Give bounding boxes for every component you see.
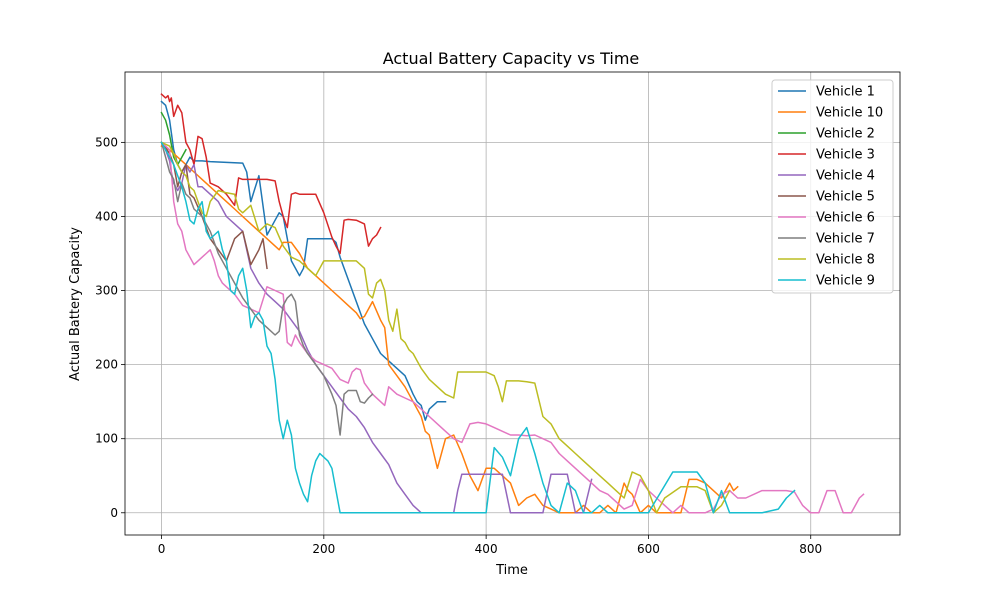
legend: Vehicle 1 Vehicle 10 Vehicle 2 Vehicle 3 Veh… [771, 79, 894, 294]
chart-title: Actual Battery Capacity vs Time [383, 49, 640, 68]
series-line-vehicle-3 [160, 93, 382, 255]
legend-label: Vehicle 8 [816, 253, 875, 268]
legend-label: Vehicle 3 [816, 148, 875, 163]
axis-ticks: 0 200 400 600 800 0 100 200 300 400 500 [95, 135, 822, 556]
legend-label: Vehicle 10 [816, 106, 883, 121]
series-line-vehicle-9 [160, 141, 796, 514]
legend-label: Vehicle 2 [816, 127, 875, 142]
x-tick-label: 200 [312, 542, 335, 556]
x-tick-label: 0 [158, 542, 166, 556]
legend-label: Vehicle 7 [816, 232, 875, 247]
legend-label: Vehicle 4 [816, 169, 875, 184]
series-line-vehicle-1 [160, 100, 447, 421]
y-axis-label: Actual Battery Capacity [68, 227, 83, 381]
x-axis-label: Time [495, 563, 528, 578]
y-tick-label: 400 [95, 209, 118, 223]
x-tick-label: 600 [637, 542, 660, 556]
x-tick-label: 400 [475, 542, 498, 556]
legend-label: Vehicle 9 [816, 274, 875, 289]
y-tick-label: 100 [95, 432, 118, 446]
series-line-vehicle-2 [160, 111, 187, 166]
series-line-vehicle-4 [160, 141, 593, 514]
axes-frame [124, 71, 901, 536]
grid-lines [125, 72, 900, 535]
series-lines [160, 93, 865, 514]
y-tick-label: 300 [95, 284, 118, 298]
x-tick-label: 800 [799, 542, 822, 556]
y-tick-label: 0 [110, 506, 118, 520]
y-tick-label: 200 [95, 358, 118, 372]
y-tick-label: 500 [95, 135, 118, 149]
legend-label: Vehicle 1 [816, 85, 875, 100]
series-line-vehicle-8 [160, 141, 731, 514]
legend-label: Vehicle 6 [816, 211, 875, 226]
series-line-vehicle-10 [160, 145, 739, 514]
legend-label: Vehicle 5 [816, 190, 875, 205]
series-line-vehicle-7 [160, 141, 374, 436]
